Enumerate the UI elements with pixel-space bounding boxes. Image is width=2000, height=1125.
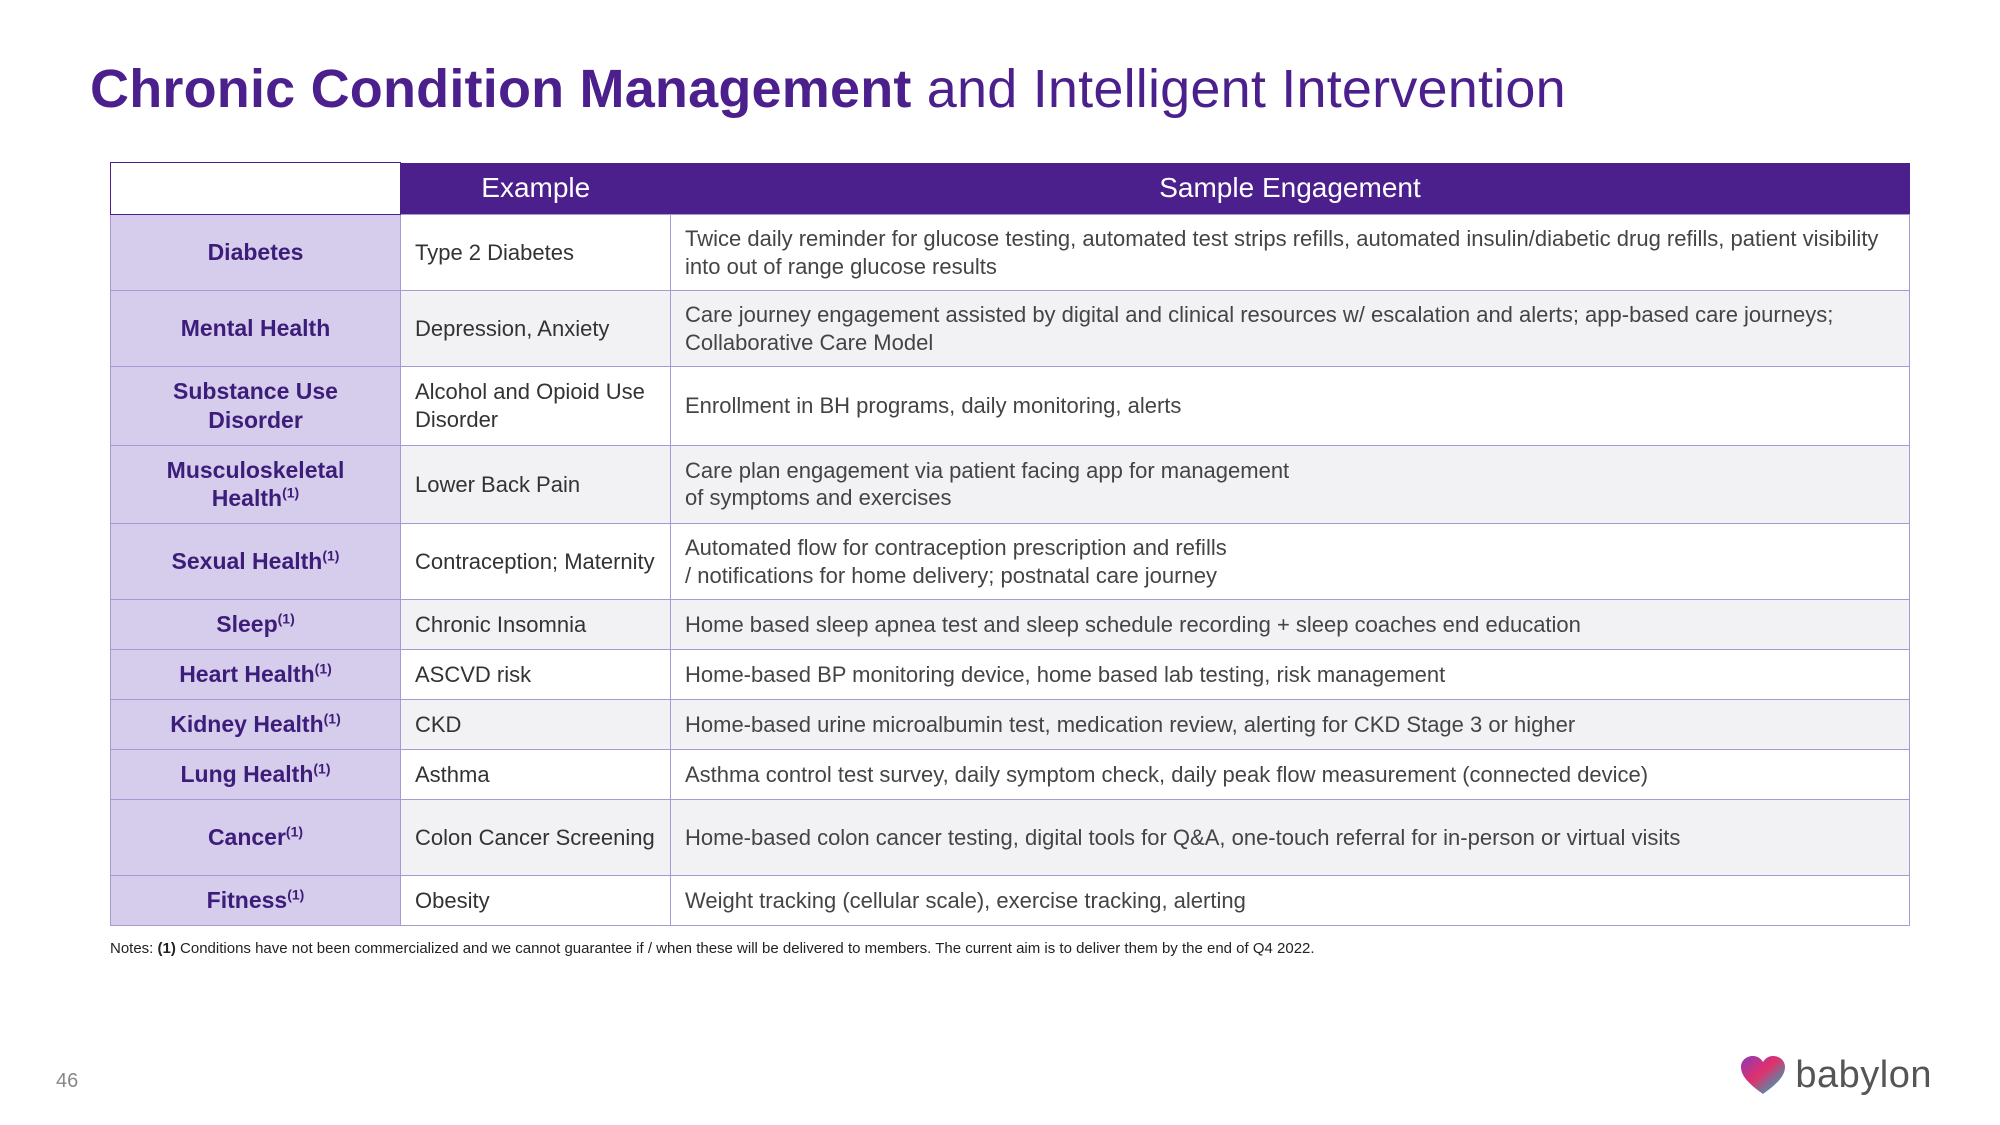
header-engagement: Sample Engagement [671,163,1910,215]
example-cell: Obesity [401,876,671,926]
condition-cell: Sleep(1) [111,600,401,650]
example-cell: Asthma [401,750,671,800]
example-cell: Contraception; Maternity [401,524,671,600]
example-cell: Alcohol and Opioid Use Disorder [401,367,671,446]
conditions-table-wrap: Example Sample Engagement DiabetesType 2… [110,162,1910,926]
table-row: Sleep(1)Chronic InsomniaHome based sleep… [111,600,1910,650]
engagement-cell: Weight tracking (cellular scale), exerci… [671,876,1910,926]
example-cell: Chronic Insomnia [401,600,671,650]
conditions-table: Example Sample Engagement DiabetesType 2… [110,162,1910,926]
table-row: Mental HealthDepression, AnxietyCare jou… [111,291,1910,367]
footnote-text: Conditions have not been commercialized … [176,940,1315,957]
condition-cell: Cancer(1) [111,800,401,876]
footnote-prefix: Notes: [110,940,158,957]
table-row: Kidney Health(1)CKDHome-based urine micr… [111,700,1910,750]
example-cell: CKD [401,700,671,750]
engagement-cell: Home-based BP monitoring device, home ba… [671,650,1910,700]
brand-name: babylon [1795,1054,1932,1097]
page-number: 46 [56,1070,78,1093]
engagement-cell: Care journey engagement assisted by digi… [671,291,1910,367]
example-cell: Lower Back Pain [401,445,671,524]
title-rest: and Intelligent Intervention [912,59,1566,119]
condition-cell: Mental Health [111,291,401,367]
table-row: Lung Health(1)AsthmaAsthma control test … [111,750,1910,800]
engagement-cell: Care plan engagement via patient facing … [671,445,1910,524]
footnote: Notes: (1) Conditions have not been comm… [110,940,1910,957]
condition-cell: Lung Health(1) [111,750,401,800]
table-row: Heart Health(1)ASCVD riskHome-based BP m… [111,650,1910,700]
table-row: Fitness(1)ObesityWeight tracking (cellul… [111,876,1910,926]
engagement-cell: Home-based urine microalbumin test, medi… [671,700,1910,750]
condition-cell: Heart Health(1) [111,650,401,700]
condition-cell: Musculoskeletal Health(1) [111,445,401,524]
engagement-cell: Twice daily reminder for glucose testing… [671,215,1910,291]
slide-title: Chronic Condition Management and Intelli… [90,58,1910,120]
header-blank [111,163,401,215]
engagement-cell: Asthma control test survey, daily sympto… [671,750,1910,800]
brand-logo: babylon [1741,1054,1932,1097]
engagement-cell: Home based sleep apnea test and sleep sc… [671,600,1910,650]
engagement-cell: Enrollment in BH programs, daily monitor… [671,367,1910,446]
table-row: DiabetesType 2 DiabetesTwice daily remin… [111,215,1910,291]
example-cell: Colon Cancer Screening [401,800,671,876]
table-header-row: Example Sample Engagement [111,163,1910,215]
engagement-cell: Home-based colon cancer testing, digital… [671,800,1910,876]
condition-cell: Sexual Health(1) [111,524,401,600]
example-cell: Type 2 Diabetes [401,215,671,291]
condition-cell: Substance Use Disorder [111,367,401,446]
table-row: Substance Use DisorderAlcohol and Opioid… [111,367,1910,446]
condition-cell: Diabetes [111,215,401,291]
condition-cell: Fitness(1) [111,876,401,926]
heart-icon [1741,1056,1785,1096]
example-cell: ASCVD risk [401,650,671,700]
table-row: Musculoskeletal Health(1)Lower Back Pain… [111,445,1910,524]
slide: Chronic Condition Management and Intelli… [0,0,2000,1125]
footnote-marker: (1) [158,940,176,957]
table-row: Cancer(1)Colon Cancer ScreeningHome-base… [111,800,1910,876]
title-bold: Chronic Condition Management [90,59,912,119]
example-cell: Depression, Anxiety [401,291,671,367]
condition-cell: Kidney Health(1) [111,700,401,750]
header-example: Example [401,163,671,215]
table-row: Sexual Health(1)Contraception; Maternity… [111,524,1910,600]
engagement-cell: Automated flow for contraception prescri… [671,524,1910,600]
